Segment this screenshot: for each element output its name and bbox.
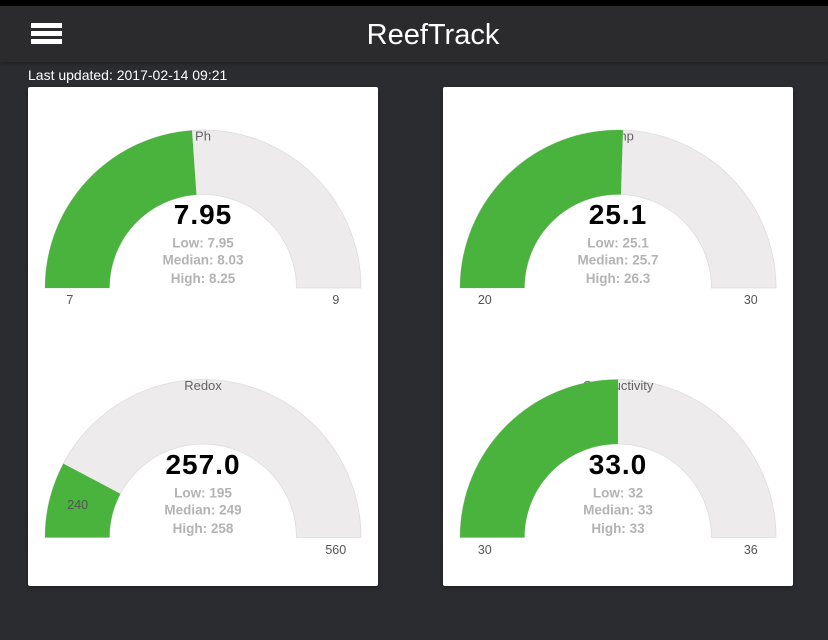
svg-text:7: 7 [66,293,73,307]
svg-text:257.0: 257.0 [165,449,240,480]
svg-text:Low: 7.95: Low: 7.95 [172,235,234,250]
svg-text:30: 30 [744,293,758,307]
svg-text:560: 560 [325,543,346,557]
svg-text:Ph: Ph [195,129,211,144]
svg-text:Median: 249: Median: 249 [164,503,241,518]
svg-text:20: 20 [478,293,492,307]
svg-text:30: 30 [478,543,492,557]
svg-text:Low: 195: Low: 195 [174,485,232,500]
svg-text:High: 8.25: High: 8.25 [170,271,235,286]
svg-text:Median: 8.03: Median: 8.03 [162,253,244,268]
svg-text:High: 33: High: 33 [591,521,645,536]
svg-text:240: 240 [67,498,88,512]
svg-text:High: 258: High: 258 [172,521,233,536]
svg-text:Redox: Redox [184,378,222,393]
svg-text:Low: 25.1: Low: 25.1 [587,235,649,250]
svg-text:33.0: 33.0 [589,449,648,480]
svg-text:9: 9 [332,293,339,307]
svg-text:Median: 25.7: Median: 25.7 [577,253,658,268]
svg-text:Median: 33: Median: 33 [583,503,653,518]
svg-text:7.95: 7.95 [173,199,232,230]
svg-text:25.1: 25.1 [589,199,648,230]
svg-text:Low: 32: Low: 32 [593,485,643,500]
svg-text:36: 36 [744,543,758,557]
svg-text:High: 26.3: High: 26.3 [586,271,651,286]
